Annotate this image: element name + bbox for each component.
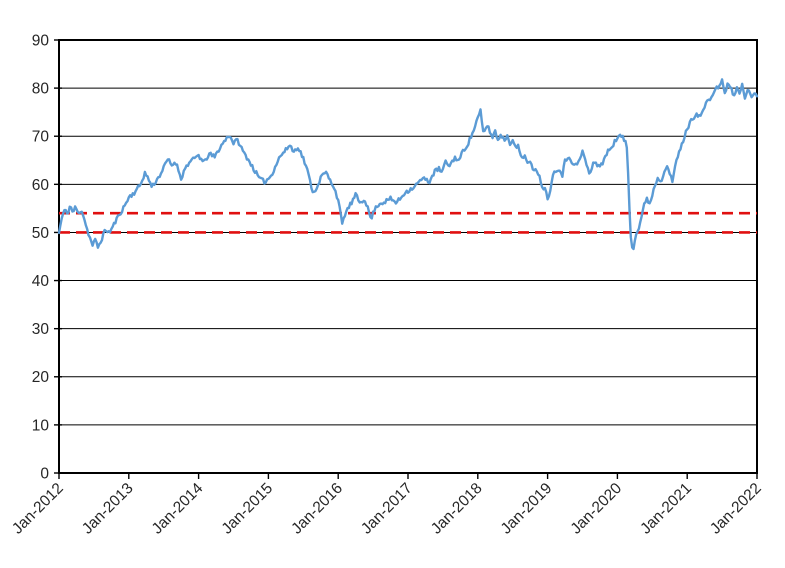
- y-axis-tick-label: 60: [32, 177, 50, 194]
- x-axis-tick-label: Jan-2022: [707, 480, 765, 538]
- x-axis-tick-label: Jan-2015: [218, 480, 276, 538]
- x-axis-tick-label: Jan-2021: [637, 480, 695, 538]
- x-axis-tick-label: Jan-2012: [9, 480, 67, 538]
- y-axis-tick-label: 80: [32, 81, 50, 98]
- y-axis-tick-label: 90: [32, 32, 50, 49]
- y-axis-tick-label: 40: [32, 273, 50, 290]
- x-axis-tick-label: Jan-2013: [79, 480, 137, 538]
- x-axis-tick-label: Jan-2014: [149, 480, 207, 538]
- series-line: [57, 78, 759, 251]
- x-axis-tick-label: Jan-2020: [567, 480, 625, 538]
- y-axis-tick-label: 70: [32, 129, 50, 146]
- y-axis-tick-label: 10: [32, 417, 50, 434]
- y-axis-tick-label: 50: [32, 225, 50, 242]
- y-axis-tick-label: 0: [40, 465, 49, 482]
- x-axis-tick-label: Jan-2019: [498, 480, 556, 538]
- x-axis-tick-label: Jan-2016: [288, 480, 346, 538]
- plot-border: [58, 39, 758, 474]
- y-axis-tick-label: 30: [32, 321, 50, 338]
- x-axis-tick-label: Jan-2017: [358, 480, 416, 538]
- y-axis-tick-label: 20: [32, 369, 50, 386]
- x-axis-tick-label: Jan-2018: [428, 480, 486, 538]
